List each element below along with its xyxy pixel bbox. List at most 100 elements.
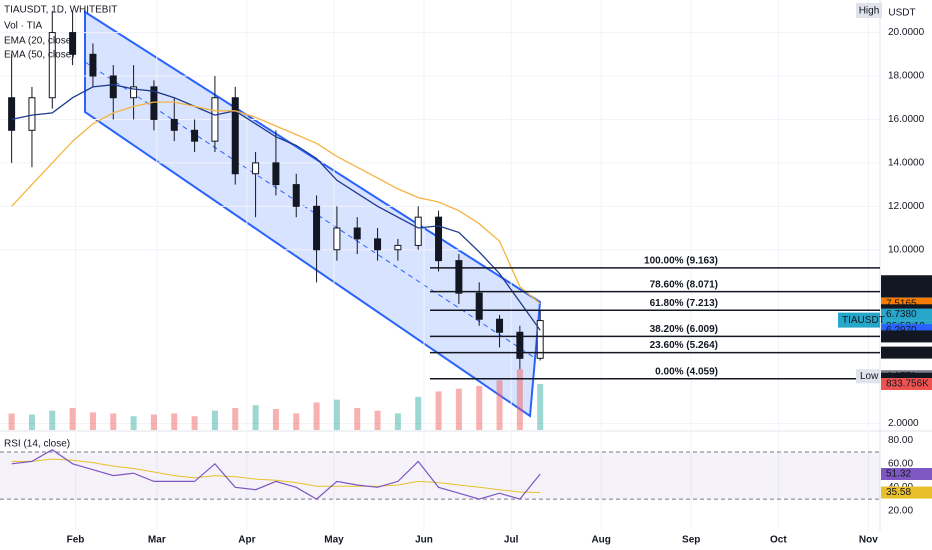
candle-body	[353, 227, 361, 240]
price-badge: 6.0090	[886, 331, 917, 342]
x-tick-label: Sep	[682, 535, 700, 546]
volume-bar	[49, 410, 56, 430]
y-tick-label: 10.0000	[888, 244, 925, 255]
volume-bar	[354, 407, 361, 430]
volume-bar	[455, 388, 462, 430]
candle-body	[211, 97, 219, 142]
volume-bar	[252, 405, 259, 430]
volume-bar	[394, 413, 401, 430]
y-tick-label: 2.0000	[888, 418, 919, 429]
volume-bar	[415, 396, 422, 430]
price-badge: 8.5500	[886, 276, 917, 287]
fib-label: 78.60% (8.071)	[650, 279, 718, 290]
candle-body	[455, 260, 463, 294]
y-tick-label: 20.0000	[888, 27, 925, 38]
volume-bar	[211, 410, 218, 430]
symbol-label: TIAUSDT	[842, 315, 885, 326]
fib-label: 38.20% (6.009)	[650, 324, 718, 335]
candle-body	[516, 331, 524, 359]
x-tick-label: Mar	[148, 535, 166, 546]
price-badge-badge	[881, 285, 932, 298]
y-tick-label: 16.0000	[888, 114, 925, 125]
candle-body	[231, 97, 239, 175]
candle-body	[69, 32, 77, 55]
candle-body	[292, 184, 300, 207]
x-tick-label: Jun	[415, 535, 433, 546]
candle-body	[252, 162, 260, 175]
rsi-band	[0, 452, 880, 500]
volume-badge: 833.756K	[886, 379, 929, 390]
x-tick-label: May	[324, 535, 344, 546]
volume-bar	[171, 413, 178, 430]
candle-body	[414, 216, 422, 246]
chart-title: TIAUSDT, 1D, WHITEBIT	[4, 5, 117, 16]
candle-body	[333, 227, 341, 251]
volume-bar	[272, 409, 279, 430]
volume-bar	[435, 391, 442, 430]
candle-body	[435, 216, 443, 262]
fib-label: 0.00% (4.059)	[655, 366, 718, 377]
x-tick-label: Feb	[67, 535, 85, 546]
symbol-badge	[838, 312, 880, 328]
candle-body	[191, 129, 199, 142]
volume-bar	[28, 414, 35, 430]
ema-line	[11, 101, 541, 305]
volume-bar	[191, 416, 198, 430]
candle-body	[8, 97, 16, 131]
volume-bar	[150, 414, 157, 430]
price-badge-badge	[881, 275, 932, 288]
volume-bar	[130, 416, 137, 430]
fib-label: 61.80% (7.213)	[650, 298, 718, 309]
price-badge-badge	[881, 330, 932, 343]
ema-label: EMA (50, close)	[4, 50, 75, 61]
price-badge-badge	[881, 308, 932, 321]
volume-bar	[110, 413, 117, 430]
candle-body	[109, 75, 117, 99]
candle-body	[48, 32, 56, 99]
high-badge	[856, 3, 882, 18]
candle-body	[374, 238, 382, 251]
candle-body	[496, 318, 504, 333]
x-tick-label: Nov	[859, 535, 878, 546]
candle-body	[475, 292, 483, 320]
rsi-ma-label: 35.58	[886, 487, 911, 498]
ema-line	[11, 84, 541, 331]
volume-bar	[89, 412, 96, 430]
volume-bar	[374, 410, 381, 430]
rsi-ma-badge	[881, 486, 932, 499]
volume-bar	[232, 407, 239, 430]
x-tick-label: Apr	[238, 535, 255, 546]
rsi-badge-badge	[881, 468, 932, 481]
channel	[84, 10, 542, 418]
price-badge: 6.7380	[886, 309, 917, 320]
rsi-tick-label: 80.00	[888, 435, 913, 446]
price-badge: 8.0710	[886, 286, 917, 297]
volume-bar	[537, 383, 544, 430]
x-tick-label: Oct	[770, 535, 787, 546]
price-badge: 5.2640	[886, 347, 917, 358]
candle-body	[394, 244, 402, 251]
volume-badge-badge	[881, 377, 932, 390]
price-badge-badge	[881, 346, 932, 359]
volume-bar	[69, 407, 76, 430]
candle-body	[28, 97, 36, 131]
price-badge: 6.2970	[886, 325, 917, 336]
volume-bar	[293, 413, 300, 430]
y-tick-label: 12.0000	[888, 201, 925, 212]
low-label: Low	[860, 371, 879, 382]
candle-body	[130, 86, 138, 99]
volume-bar	[313, 402, 320, 430]
volume-bar	[333, 399, 340, 430]
fib-label: 100.00% (9.163)	[644, 256, 718, 267]
candle-body	[272, 162, 280, 186]
volume-bar	[496, 380, 503, 430]
rsi-title: RSI (14, close)	[4, 439, 70, 450]
x-tick-label: Aug	[591, 535, 610, 546]
volume-bar	[516, 369, 523, 430]
fib-label: 23.60% (5.264)	[650, 340, 718, 351]
candle-body	[313, 205, 321, 251]
rsi-tick-label: 60.00	[888, 458, 913, 469]
rsi-badge: 51.32	[886, 469, 911, 480]
candle-body	[89, 53, 97, 77]
